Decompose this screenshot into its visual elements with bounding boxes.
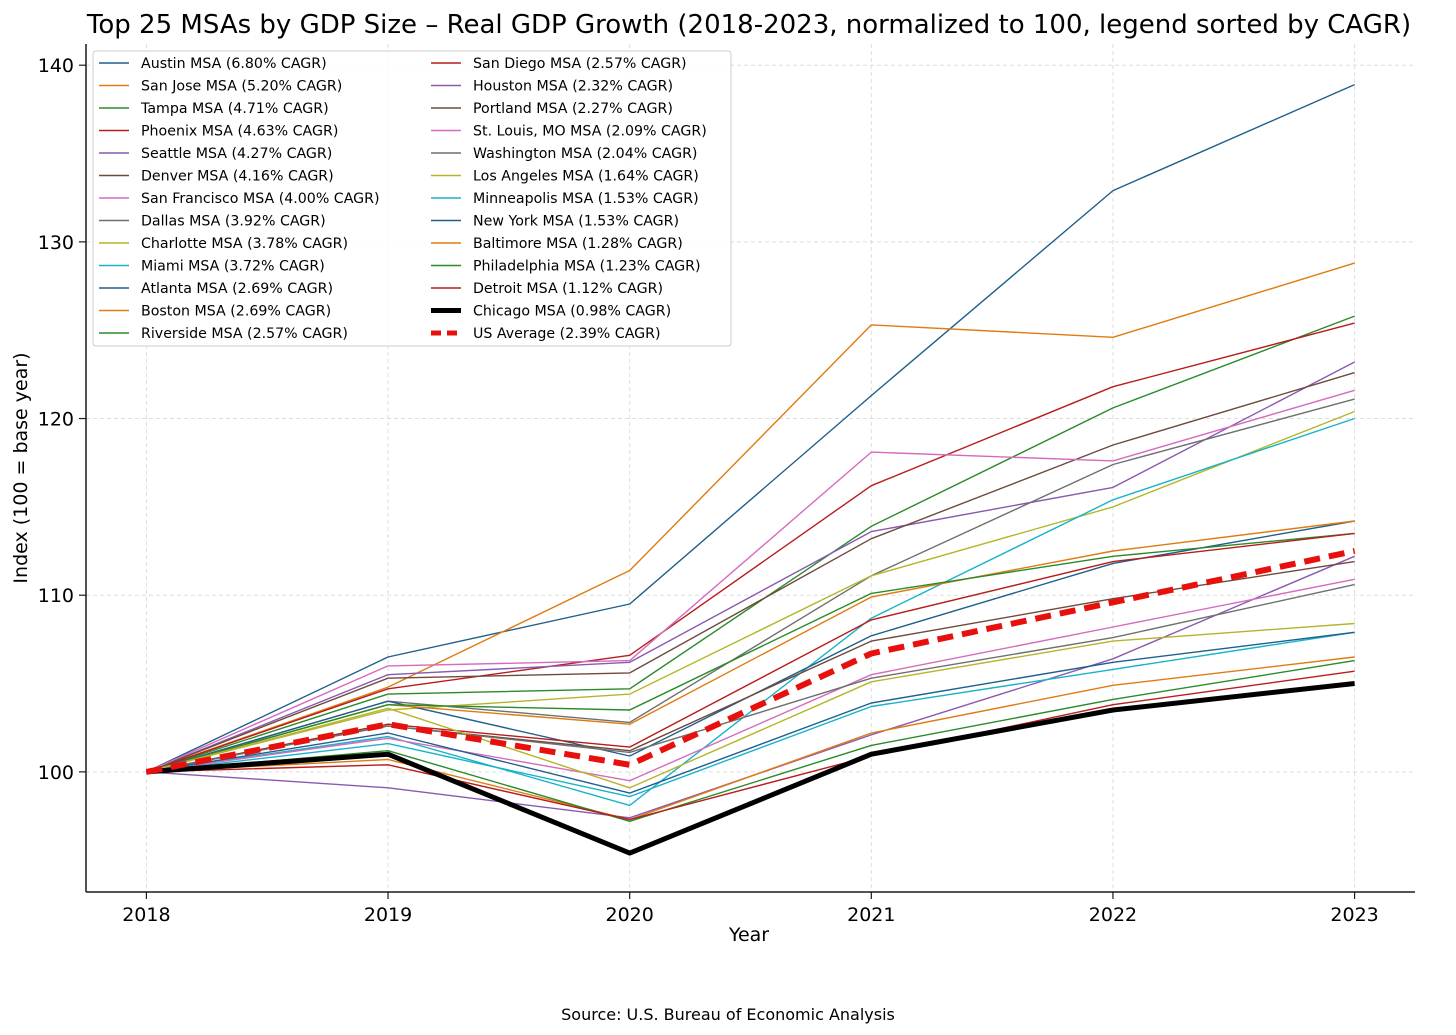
series-line [146,560,1355,773]
legend-entry: Minneapolis MSA (1.53% CAGR) [473,191,699,207]
series-line [146,659,1355,822]
series-line [146,410,1355,773]
legend-entry: New York MSA (1.53% CAGR) [473,214,679,230]
series-line [146,371,1355,773]
legend-entry: Los Angeles MSA (1.64% CAGR) [473,169,699,185]
legend-entry: US Average (2.39% CAGR) [473,326,661,342]
y-axis-label: Index (100 = base year) [10,352,32,583]
chart-title: Top 25 MSAs by GDP Size – Real GDP Growt… [86,10,1411,40]
series-line [146,631,1355,794]
legend-entry: Washington MSA (2.04% CAGR) [473,146,697,162]
x-tick-label: 2019 [364,904,412,926]
source-note: Source: U.S. Bureau of Economic Analysis [561,1005,895,1024]
series-line [146,656,1355,821]
legend-box [92,50,732,347]
y-tick-label: 130 [38,232,74,254]
series-line [146,262,1355,773]
legend-entry: St. Louis, MO MSA (2.09% CAGR) [473,124,707,140]
series-line [146,578,1355,782]
series-line [146,532,1355,773]
series-line [145,548,1356,775]
series-line [146,389,1355,773]
x-tick-label: 2020 [606,904,654,926]
legend-entry: Denver MSA (4.16% CAGR) [141,169,334,185]
series-line [146,681,1355,856]
legend-entry: Miami MSA (3.72% CAGR) [141,259,325,275]
y-tick-label: 110 [38,585,74,607]
legend-entry: Phoenix MSA (4.63% CAGR) [141,124,338,140]
series-line [146,315,1355,773]
series-line [146,670,1355,821]
series-line [146,622,1355,789]
legend-entry: Baltimore MSA (1.28% CAGR) [473,236,683,252]
series-line [146,322,1355,773]
series-line [146,83,1355,773]
series-line [146,361,1355,773]
legend-entry: San Jose MSA (5.20% CAGR) [141,79,342,95]
legend-entry: San Francisco MSA (4.00% CAGR) [141,191,380,207]
x-tick-label: 2022 [1089,904,1137,926]
series-line [146,417,1355,807]
legend-entry: Portland MSA (2.27% CAGR) [473,101,673,117]
gridlines [86,44,1415,892]
y-ticks: 100 110 120 130 140 [38,55,86,784]
legend-entry: Boston MSA (2.69% CAGR) [141,304,331,320]
legend-entry: Seattle MSA (4.27% CAGR) [141,146,332,162]
legend-entry: Chicago MSA (0.98% CAGR) [473,304,671,320]
legend-entry: Charlotte MSA (3.78% CAGR) [141,236,348,252]
legend: Austin MSA (6.80% CAGR) San Jose MSA (5.2… [92,50,732,347]
legend-entry: Austin MSA (6.80% CAGR) [141,56,327,72]
legend-entry: Philadelphia MSA (1.23% CAGR) [473,259,701,275]
legend-entry: Riverside MSA (2.57% CAGR) [141,326,348,342]
series-layer [145,83,1356,856]
x-tick-label: 2021 [847,904,895,926]
legend-entry: Tampa MSA (4.71% CAGR) [140,101,329,117]
legend-entry: Dallas MSA (3.92% CAGR) [141,214,326,230]
y-tick-label: 100 [38,762,74,784]
y-tick-label: 140 [38,55,74,77]
legend-entry: Houston MSA (2.32% CAGR) [473,79,673,95]
legend-entry: Detroit MSA (1.12% CAGR) [473,281,663,297]
x-tick-label: 2023 [1330,904,1378,926]
legend-entry: San Diego MSA (2.57% CAGR) [473,56,687,72]
x-ticks: 2018 2019 2020 2021 2022 2023 [122,892,1379,926]
legend-entry: Atlanta MSA (2.69% CAGR) [141,281,333,297]
x-axis-label: Year [728,924,769,946]
series-line [146,631,1355,798]
y-tick-label: 120 [38,409,74,431]
x-tick-label: 2018 [122,904,170,926]
